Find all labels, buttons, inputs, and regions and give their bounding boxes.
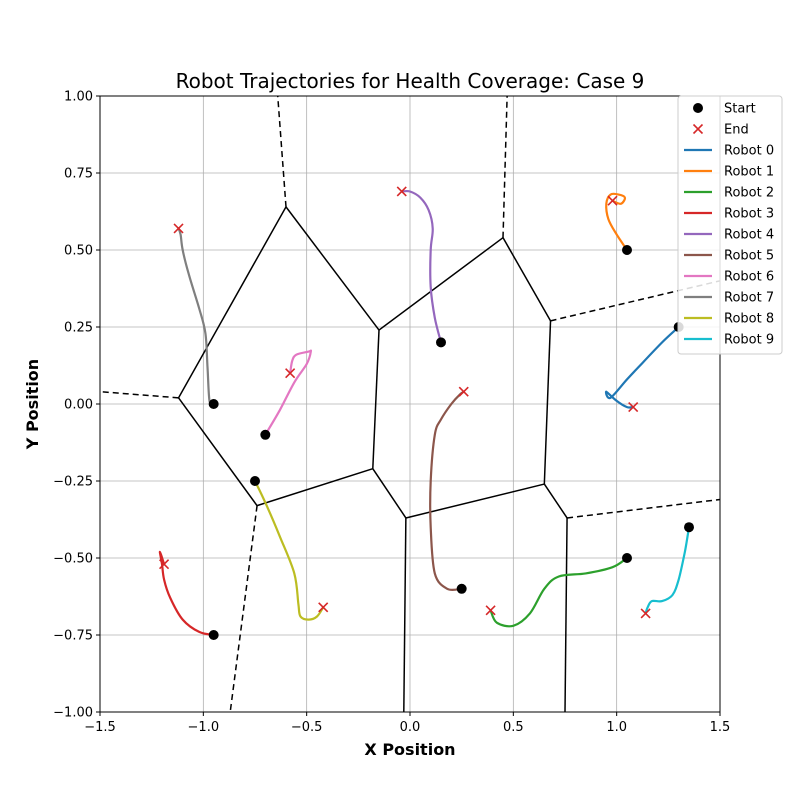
end-marker-robot-2 bbox=[485, 605, 496, 616]
end-marker-robot-6 bbox=[285, 368, 296, 379]
x-tick-label: 1.5 bbox=[710, 720, 731, 735]
legend-start-label: Start bbox=[724, 102, 756, 117]
legend-label-robot-4: Robot 4 bbox=[724, 228, 774, 243]
x-tick-label: −1.0 bbox=[188, 720, 220, 735]
trajectory-robot-3 bbox=[158, 550, 215, 637]
voronoi-edge bbox=[177, 206, 287, 399]
legend-end-marker bbox=[692, 123, 704, 135]
end-marker-robot-4 bbox=[396, 186, 407, 197]
end-marker-robot-3 bbox=[159, 559, 170, 570]
x-axis-title: X Position bbox=[364, 740, 455, 759]
voronoi-edge bbox=[256, 467, 374, 507]
voronoi-edge-dashed bbox=[502, 95, 508, 238]
x-tick-label: −1.5 bbox=[84, 720, 116, 735]
trajectory-robot-0 bbox=[604, 325, 680, 409]
start-marker-robot-4 bbox=[436, 337, 446, 348]
voronoi-edge bbox=[564, 517, 568, 713]
trajectory-robot-7 bbox=[177, 227, 215, 406]
y-tick-label: 0.50 bbox=[64, 244, 93, 259]
y-tick-label: 0.75 bbox=[64, 167, 93, 182]
end-marker-robot-1 bbox=[607, 195, 618, 206]
trajectory-robot-6 bbox=[264, 349, 313, 436]
y-tick-label: 1.00 bbox=[64, 90, 93, 105]
voronoi-edge bbox=[372, 468, 407, 519]
trajectories bbox=[158, 189, 691, 637]
start-marker-robot-8 bbox=[250, 476, 260, 486]
start-marker-robot-5 bbox=[456, 583, 467, 594]
trajectory-robot-8 bbox=[253, 479, 325, 621]
start-marker-robot-6 bbox=[260, 429, 271, 440]
legend-label-robot-5: Robot 5 bbox=[724, 249, 774, 264]
end-marker-robot-5 bbox=[458, 386, 469, 397]
x-tick-label: 0.5 bbox=[503, 720, 524, 735]
legend-label-robot-7: Robot 7 bbox=[724, 291, 774, 306]
legend-label-robot-8: Robot 8 bbox=[724, 312, 774, 327]
voronoi-edge bbox=[405, 483, 545, 519]
voronoi-edge bbox=[285, 206, 380, 331]
start-marker-robot-1 bbox=[622, 245, 632, 255]
legend-label-robot-1: Robot 1 bbox=[724, 165, 774, 180]
y-tick-label: −0.25 bbox=[53, 475, 93, 490]
legend: Start End Robot 0 Robot 1 Robot 2 Robot 3 Robo… bbox=[677, 95, 783, 355]
legend-start-marker bbox=[693, 103, 703, 113]
axis-ticks: −1.5 −1.0 −0.5 0.0 0.5 1.0 1.5 −1.00 −0.75 −0.50 −… bbox=[53, 90, 730, 736]
voronoi-edge-dashed bbox=[229, 505, 258, 713]
legend-end-label: End bbox=[724, 123, 749, 138]
start-marker-robot-3 bbox=[208, 630, 219, 640]
voronoi-edge-dashed bbox=[99, 390, 179, 399]
legend-label-robot-0: Robot 0 bbox=[724, 144, 774, 159]
grid-lines bbox=[99, 95, 721, 713]
x-tick-label: 1.0 bbox=[606, 720, 627, 735]
trajectory-robot-5 bbox=[429, 390, 465, 592]
y-tick-label: −1.00 bbox=[53, 706, 93, 721]
voronoi-edge bbox=[502, 237, 552, 322]
markers bbox=[159, 186, 694, 640]
start-marker-robot-9 bbox=[684, 522, 694, 533]
y-tick-label: −0.75 bbox=[53, 629, 93, 644]
end-marker-robot-9 bbox=[640, 608, 651, 619]
chart-title: Robot Trajectories for Health Coverage: … bbox=[176, 69, 645, 93]
start-marker-robot-7 bbox=[208, 399, 219, 409]
voronoi-edge bbox=[543, 320, 552, 485]
end-marker-robot-0 bbox=[628, 402, 639, 413]
legend-box bbox=[677, 95, 783, 355]
voronoi-edge-dashed bbox=[566, 498, 721, 519]
x-tick-label: −0.5 bbox=[291, 720, 323, 735]
voronoi-edge bbox=[177, 397, 258, 507]
legend-label-robot-6: Robot 6 bbox=[724, 270, 774, 285]
start-marker-robot-2 bbox=[622, 553, 632, 563]
y-tick-label: 0.00 bbox=[64, 398, 93, 413]
voronoi-edge bbox=[378, 237, 504, 331]
x-tick-label: 0.0 bbox=[400, 720, 421, 735]
trajectory-robot-4 bbox=[400, 189, 443, 344]
y-tick-label: −0.50 bbox=[53, 552, 93, 567]
voronoi-edge-dashed bbox=[276, 95, 287, 207]
y-axis-title: Y Position bbox=[23, 359, 42, 450]
voronoi-edge bbox=[403, 517, 407, 713]
legend-label-robot-3: Robot 3 bbox=[724, 207, 774, 222]
legend-label-robot-2: Robot 2 bbox=[724, 186, 774, 201]
voronoi-edge bbox=[372, 330, 380, 469]
trajectory-robot-9 bbox=[644, 526, 691, 615]
end-marker-robot-8 bbox=[318, 602, 329, 613]
legend-label-robot-9: Robot 9 bbox=[724, 333, 774, 348]
trajectory-robot-2 bbox=[489, 556, 629, 628]
end-marker-robot-7 bbox=[173, 223, 184, 234]
trajectory-robot-1 bbox=[605, 192, 629, 252]
y-tick-label: 0.25 bbox=[64, 321, 93, 336]
voronoi-edge bbox=[543, 483, 568, 519]
